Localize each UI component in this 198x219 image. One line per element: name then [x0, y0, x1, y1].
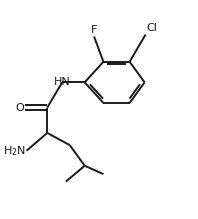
Text: Cl: Cl: [147, 23, 157, 33]
Text: O: O: [15, 103, 24, 113]
Text: HN: HN: [54, 77, 70, 87]
Text: F: F: [91, 25, 97, 35]
Text: H$_2$N: H$_2$N: [3, 144, 26, 158]
